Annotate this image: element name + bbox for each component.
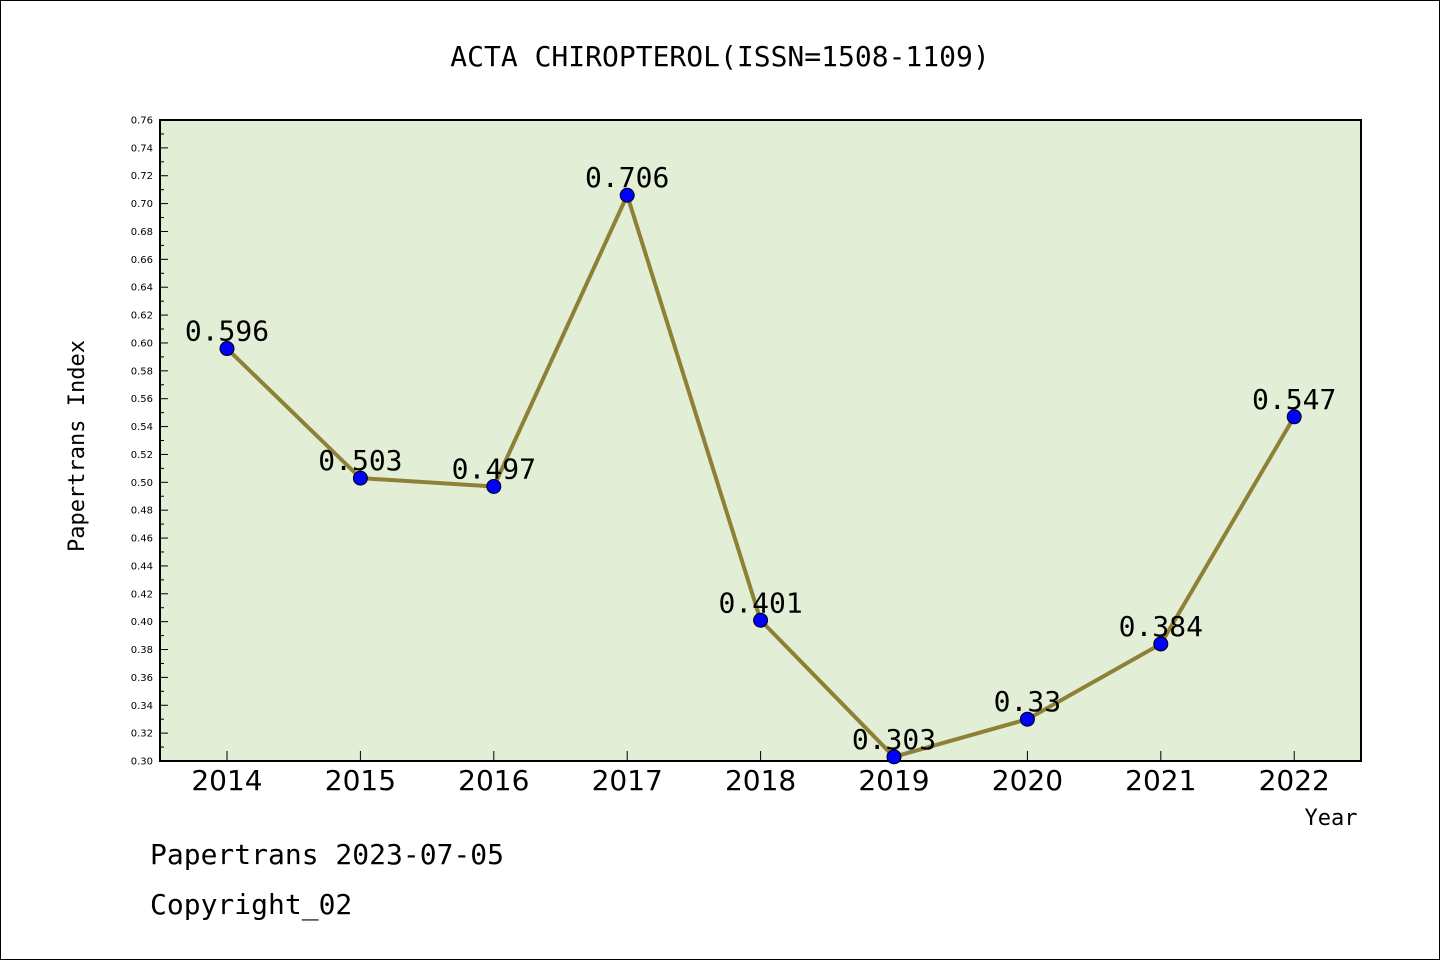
- y-tick-label: 0.36: [131, 673, 153, 684]
- y-tick-label: 0.56: [131, 394, 153, 405]
- x-tick-label: 2014: [191, 764, 262, 797]
- data-label: 0.401: [718, 586, 802, 619]
- data-label: 0.384: [1119, 610, 1203, 643]
- y-tick-label: 0.34: [131, 701, 153, 712]
- y-tick-label: 0.74: [131, 143, 153, 154]
- x-tick-label: 2017: [592, 764, 663, 797]
- y-axis-title: Papertrans Index: [65, 340, 90, 552]
- data-labels-layer: 0.596 0.503 0.497 0.706 0.401 0.303 0.33 0.384 0…: [185, 161, 1336, 756]
- data-point: [753, 612, 769, 628]
- x-axis: 2014 2015 2016 2017 2018 2019 2020 2021 2022: [191, 751, 1330, 797]
- data-point: [1286, 409, 1302, 425]
- y-tick-label: 0.42: [131, 589, 153, 600]
- data-label: 0.497: [452, 452, 536, 485]
- data-point: [1153, 636, 1169, 652]
- data-label: 0.547: [1252, 383, 1336, 416]
- chart-title: ACTA CHIROPTEROL(ISSN=1508-1109): [450, 40, 989, 73]
- x-tick-label: 2019: [858, 764, 929, 797]
- data-label: 0.706: [585, 161, 669, 194]
- data-label: 0.503: [318, 444, 402, 477]
- data-point: [619, 187, 635, 203]
- x-tick-label: 2018: [725, 764, 796, 797]
- y-tick-label: 0.68: [131, 227, 153, 238]
- y-tick-label: 0.50: [131, 478, 153, 489]
- series-layer: [219, 187, 1302, 765]
- data-point: [1019, 711, 1035, 727]
- y-tick-label: 0.54: [131, 422, 153, 433]
- y-tick-label: 0.62: [131, 311, 153, 322]
- x-tick-label: 2016: [458, 764, 529, 797]
- y-tick-label: 0.64: [131, 283, 153, 294]
- x-tick-label: 2022: [1259, 764, 1330, 797]
- y-tick-label: 0.40: [131, 617, 153, 628]
- y-tick-label: 0.72: [131, 171, 153, 182]
- data-point: [219, 341, 235, 357]
- y-tick-label: 0.30: [131, 757, 153, 768]
- data-label: 0.33: [994, 685, 1061, 718]
- y-tick-label: 0.38: [131, 645, 153, 656]
- data-point: [352, 470, 368, 486]
- data-point: [886, 749, 902, 765]
- data-point: [486, 478, 502, 494]
- y-tick-label: 0.46: [131, 534, 153, 545]
- x-axis-title: Year: [1305, 806, 1358, 831]
- x-tick-label: 2015: [325, 764, 396, 797]
- x-tick-label: 2021: [1125, 764, 1196, 797]
- footer-date: Papertrans 2023-07-05: [150, 838, 504, 871]
- y-tick-label: 0.32: [131, 729, 153, 740]
- y-tick-label: 0.48: [131, 506, 153, 517]
- y-tick-label: 0.60: [131, 338, 153, 349]
- y-tick-label: 0.58: [131, 366, 153, 377]
- y-tick-label: 0.44: [131, 561, 153, 572]
- y-tick-label: 0.66: [131, 255, 153, 266]
- y-axis: 0.30 0.32 0.34 0.36 0.38 0.40 0.42 0.44 0.46 0.48…: [131, 116, 168, 768]
- y-tick-label: 0.70: [131, 199, 153, 210]
- data-label: 0.303: [852, 723, 936, 756]
- footer-copyright: Copyright_02: [150, 888, 352, 922]
- y-tick-label: 0.52: [131, 450, 153, 461]
- y-tick-label: 0.76: [131, 116, 153, 127]
- x-tick-label: 2020: [992, 764, 1063, 797]
- data-label: 0.596: [185, 315, 269, 348]
- plot-area: [159, 119, 1362, 762]
